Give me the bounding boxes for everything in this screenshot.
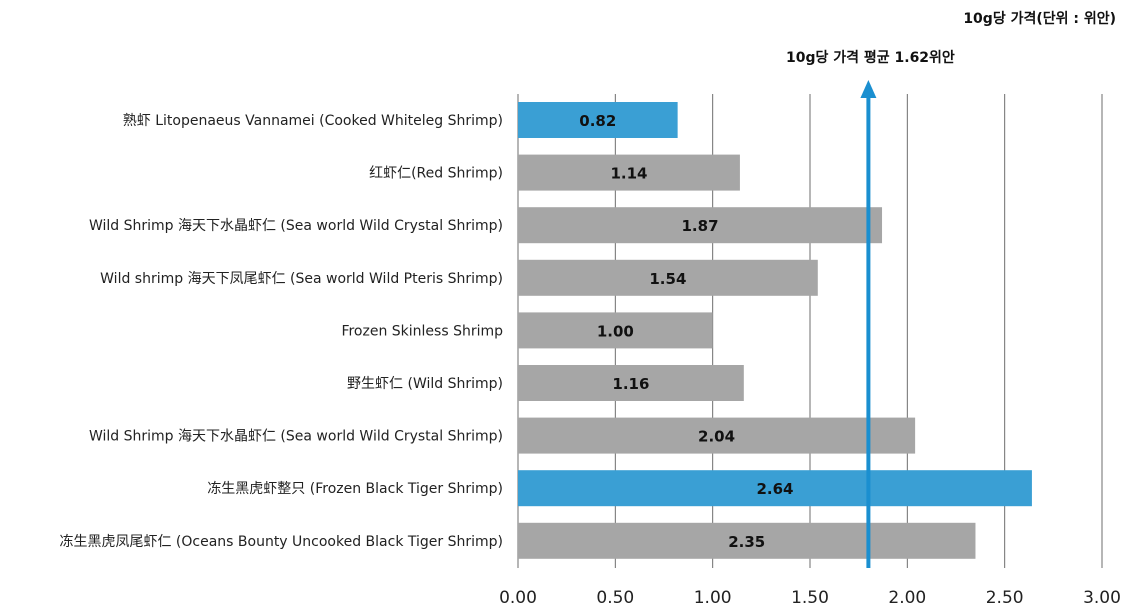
bar [518, 102, 678, 138]
x-tick-label: 3.00 [1083, 588, 1121, 607]
bar [518, 365, 744, 401]
data-label: 1.14 [610, 165, 647, 183]
category-label: Wild Shrimp 海天下水晶虾仁 (Sea world Wild Crys… [89, 429, 503, 445]
data-label: 1.00 [597, 322, 634, 340]
category-label: 冻生黑虎虾整只 (Frozen Black Tiger Shrimp) [207, 480, 503, 497]
bar [518, 522, 976, 559]
bar [518, 417, 916, 454]
bar [518, 259, 818, 296]
category-label: Wild Shrimp 海天下水晶虾仁 (Sea world Wild Crys… [89, 218, 503, 234]
x-tick-label: 1.00 [694, 588, 732, 607]
bar-layer: 0.82 1.14 1.87 1.54 1.00 1.16 2.04 2.64 2.35 [518, 102, 1032, 559]
x-tick-labels: 0.00 0.50 1.00 1.50 2.00 2.50 3.00 [499, 588, 1121, 607]
category-label: Wild shrimp 海天下凤尾虾仁 (Sea world Wild Pter… [100, 271, 503, 287]
average-arrow-head [860, 80, 877, 98]
data-label: 1.16 [612, 375, 649, 393]
category-label: 冻生黑虎凤尾虾仁 (Oceans Bounty Uncooked Black T… [59, 533, 503, 550]
x-tick-label: 2.00 [888, 588, 926, 607]
data-label: 0.82 [579, 112, 616, 130]
category-label: 熟虾 Litopenaeus Vannamei (Cooked Whiteleg… [123, 113, 503, 129]
average-marker: 10g당 가격 평균 1.62위안 [786, 49, 955, 568]
average-label: 10g당 가격 평균 1.62위안 [786, 49, 955, 66]
data-label: 2.35 [728, 533, 765, 551]
data-label: 2.64 [756, 480, 793, 498]
data-label: 1.87 [682, 217, 719, 235]
x-tick-label: 0.00 [499, 588, 537, 607]
bar [518, 207, 883, 244]
category-labels: 熟虾 Litopenaeus Vannamei (Cooked Whiteleg… [59, 113, 503, 550]
category-label: 野生虾仁 (Wild Shrimp) [347, 376, 503, 392]
category-label: Frozen Skinless Shrimp [341, 323, 503, 339]
x-tick-label: 0.50 [596, 588, 634, 607]
x-tick-label: 1.50 [791, 588, 829, 607]
bar [518, 470, 1032, 507]
bar [518, 154, 740, 191]
category-label: 红虾仁(Red Shrimp) [369, 166, 503, 182]
data-label: 1.54 [649, 270, 686, 288]
x-tick-label: 2.50 [986, 588, 1024, 607]
unit-label: 10g당 가격(단위 : 위안) [963, 11, 1116, 27]
data-label: 2.04 [698, 428, 735, 446]
bar [518, 312, 713, 349]
